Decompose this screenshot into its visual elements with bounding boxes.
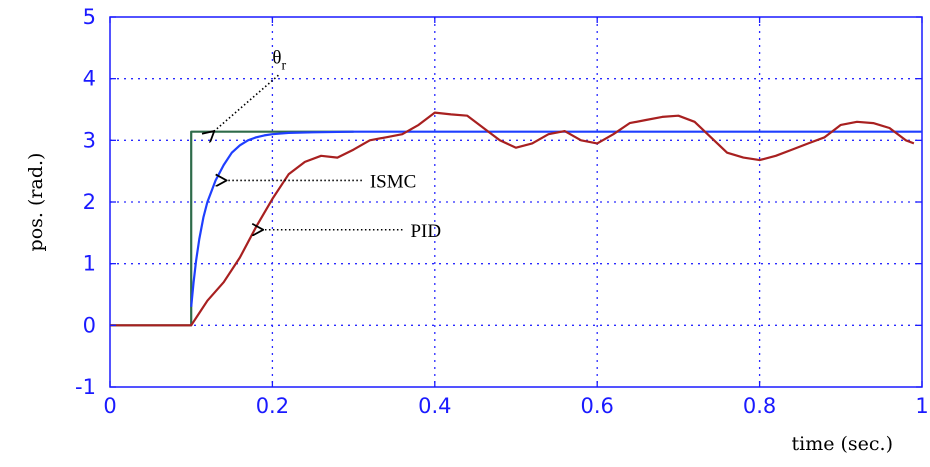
y-tick-label: 0 <box>83 313 96 337</box>
tick-labels: 0 0.2 0.4 0.6 0.8 1 -1 0 1 2 3 4 5 <box>75 5 929 418</box>
y-tick-label: 4 <box>83 67 96 91</box>
y-tick-label: -1 <box>75 375 96 399</box>
annotation-label-2: PID <box>410 221 441 242</box>
annotations: θr ISMC PID <box>214 47 441 242</box>
annotation-label-0: θr <box>272 47 286 73</box>
x-tick-label: 0.4 <box>418 394 451 418</box>
annotation-arrow-0 <box>214 74 279 131</box>
annotation-label-1: ISMC <box>370 171 416 192</box>
series-line-ismc <box>190 130 922 307</box>
series-line-θr <box>110 130 354 327</box>
series-layer <box>110 111 922 327</box>
x-tick-label: 0 <box>103 394 116 418</box>
x-tick-label: 0.2 <box>256 394 289 418</box>
y-tick-label: 2 <box>83 190 96 214</box>
grid <box>110 17 922 387</box>
y-axis-label: pos. (rad.) <box>25 153 47 252</box>
y-tick-label: 3 <box>83 128 96 152</box>
x-tick-label: 0.6 <box>580 394 613 418</box>
y-tick-label: 5 <box>83 5 96 29</box>
x-tick-label: 0.8 <box>743 394 776 418</box>
x-axis-label: time (sec.) <box>791 433 893 455</box>
series-line-pid <box>110 111 915 327</box>
y-tick-label: 1 <box>83 252 96 276</box>
x-tick-label: 1 <box>915 394 928 418</box>
